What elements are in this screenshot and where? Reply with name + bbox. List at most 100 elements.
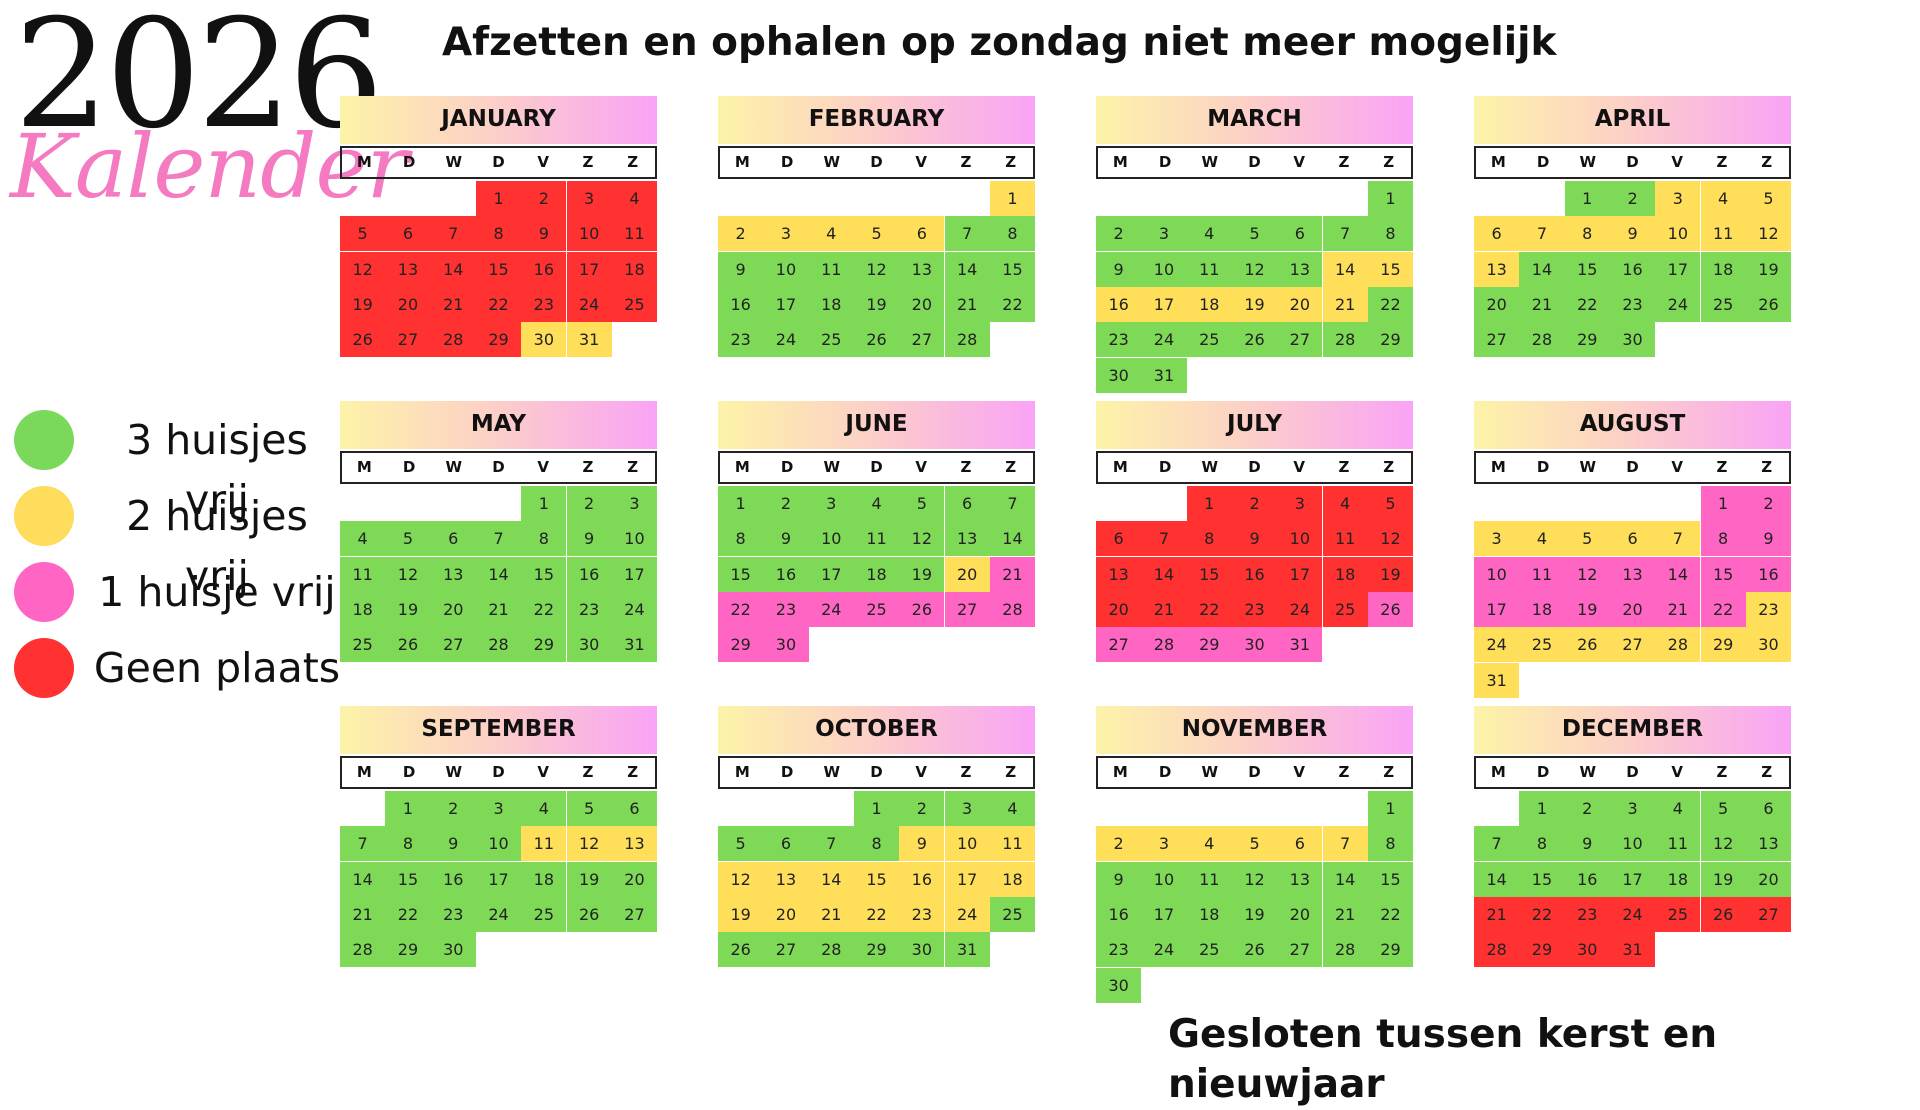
day-cell: 23 xyxy=(763,591,809,627)
day-cell: 26 xyxy=(718,932,764,968)
day-cell: 10 xyxy=(808,521,854,557)
day-cell: 18 xyxy=(611,251,658,287)
day-grid: 1 2 3 4 5 6 7 8 9 10 11 12 13 14 15 16 17 18 19 20 21 22 23 24 2… xyxy=(340,181,658,358)
weekday-label: W xyxy=(1201,458,1219,476)
day-cell: 28 xyxy=(1322,932,1368,968)
day-cell: 12 xyxy=(1367,521,1414,557)
day-cell: 6 xyxy=(430,521,476,557)
day-cell: 7 xyxy=(1519,216,1565,252)
day-cell: 22 xyxy=(853,896,900,932)
day-cell: 22 xyxy=(1367,286,1414,322)
day-cell: 9 xyxy=(430,826,476,862)
weekday-label: Z xyxy=(1716,153,1728,171)
day-cell: 8 xyxy=(989,216,1036,252)
legend-item-green: 3 huisjes vrij xyxy=(14,410,334,524)
day-cell: 28 xyxy=(1655,627,1701,663)
day-cell: 17 xyxy=(763,286,809,322)
day-cell: 16 xyxy=(1609,251,1656,287)
day-cell: 20 xyxy=(1277,286,1323,322)
weekday-label: Z xyxy=(1383,763,1395,781)
day-cell: 20 xyxy=(944,556,990,592)
day-cell: 5 xyxy=(566,791,612,826)
day-cell: 9 xyxy=(521,216,567,252)
day-cell: 16 xyxy=(521,251,567,287)
day-grid: 1 2 3 4 5 6 7 8 9 10 11 12 13 14 15 16 17 18 19 20 21 22 23 24 2… xyxy=(1474,486,1792,698)
day-cell: 19 xyxy=(1231,286,1278,322)
day-cell: 31 xyxy=(1277,627,1323,663)
day-cell: 8 xyxy=(1700,521,1746,557)
day-cell: 11 xyxy=(989,826,1036,862)
day-cell: 9 xyxy=(1564,826,1610,862)
day-cell: 20 xyxy=(430,591,476,627)
day-cell: 12 xyxy=(899,521,945,557)
legend-item-red: Geen plaats xyxy=(14,638,340,698)
weekday-label: M xyxy=(1490,153,1506,171)
day-cell: 12 xyxy=(385,556,431,592)
month-name: JANUARY xyxy=(340,96,657,144)
month-name: MAY xyxy=(340,401,657,449)
weekday-label: W xyxy=(445,153,463,171)
day-cell: 20 xyxy=(763,896,809,932)
month-november: NOVEMBER M D W D V Z Z 1 2 3 4 5 6 7 8 9 10 11 12 13 14 15 16 17… xyxy=(1096,706,1414,1003)
weekday-label: D xyxy=(1158,763,1172,781)
day-cell: 20 xyxy=(1277,896,1323,932)
day-cell: 5 xyxy=(1700,791,1746,826)
day-cell: 14 xyxy=(475,556,522,592)
day-cell: 16 xyxy=(1231,556,1278,592)
day-cell: 19 xyxy=(1700,861,1746,897)
day-cell: 19 xyxy=(340,286,386,322)
day-cell: 2 xyxy=(1745,486,1792,521)
weekday-label: M xyxy=(356,458,372,476)
day-cell: 3 xyxy=(1141,216,1187,252)
day-cell: 31 xyxy=(944,932,990,968)
day-cell: 1 xyxy=(989,181,1036,216)
weekday-label: D xyxy=(1536,153,1550,171)
day-cell: 20 xyxy=(611,861,658,897)
weekday-label: V xyxy=(1671,763,1684,781)
day-cell: 25 xyxy=(1519,627,1565,663)
weekday-label: D xyxy=(492,763,505,781)
weekday-label: W xyxy=(823,763,841,781)
weekday-label: Z xyxy=(1005,763,1017,781)
day-cell: 4 xyxy=(340,521,386,557)
day-cell: 27 xyxy=(430,627,476,663)
weekday-label: D xyxy=(492,153,505,171)
day-cell: 27 xyxy=(1609,627,1656,663)
month-name: OCTOBER xyxy=(718,706,1035,754)
day-cell: 10 xyxy=(475,826,522,862)
day-cell: 18 xyxy=(989,861,1036,897)
day-cell: 21 xyxy=(1322,286,1368,322)
legend-item-pink: 1 huisje vrij xyxy=(14,562,336,622)
day-cell: 25 xyxy=(1186,932,1232,968)
day-cell: 31 xyxy=(1141,357,1187,393)
weekday-label: V xyxy=(1293,153,1306,171)
weekday-label: Z xyxy=(960,763,972,781)
day-cell: 10 xyxy=(944,826,990,862)
day-cell: 5 xyxy=(385,521,431,557)
weekday-label: D xyxy=(1158,153,1172,171)
day-cell: 30 xyxy=(763,627,809,663)
month-name: NOVEMBER xyxy=(1096,706,1413,754)
day-cell: 22 xyxy=(1519,896,1565,932)
day-cell: 9 xyxy=(1609,216,1656,252)
day-cell: 1 xyxy=(718,486,764,521)
day-cell: 14 xyxy=(1322,251,1368,287)
day-cell: 30 xyxy=(1096,967,1142,1003)
day-cell: 24 xyxy=(1609,896,1656,932)
day-cell: 12 xyxy=(1231,861,1278,897)
day-cell: 24 xyxy=(763,322,809,358)
day-cell: 1 xyxy=(385,791,431,826)
day-cell: 23 xyxy=(1096,322,1142,358)
day-cell: 15 xyxy=(475,251,522,287)
day-cell: 11 xyxy=(1655,826,1701,862)
day-cell: 8 xyxy=(1564,216,1610,252)
day-cell: 13 xyxy=(1096,556,1142,592)
day-cell: 20 xyxy=(899,286,945,322)
day-cell: 23 xyxy=(899,896,945,932)
month-name: JULY xyxy=(1096,401,1413,449)
day-grid: 1 2 3 4 5 6 7 8 9 10 11 12 13 14 15 16 17 18 19 20 21 22 23 24 2… xyxy=(340,791,658,968)
day-cell: 15 xyxy=(1367,861,1414,897)
day-cell: 20 xyxy=(1474,286,1520,322)
